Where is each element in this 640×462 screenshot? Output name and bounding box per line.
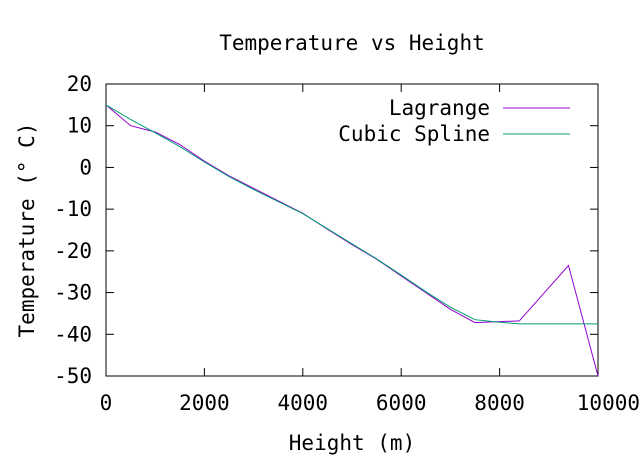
x-tick-label: 6000 (376, 391, 427, 415)
y-tick-label: -30 (54, 281, 92, 305)
y-tick-label: 10 (67, 114, 92, 138)
y-tick-label: -40 (54, 322, 92, 346)
plot-frame (105, 83, 599, 377)
x-tick-label: 2000 (179, 391, 230, 415)
x-axis: 0 2000 4000 6000 8000 10000 (100, 84, 640, 415)
y-tick-label: -20 (54, 239, 92, 263)
y-tick-label: -10 (54, 197, 92, 221)
y-axis-label: Temperature (° C) (15, 123, 39, 338)
y-tick-label: -50 (54, 364, 92, 388)
legend-label: Cubic Spline (338, 122, 490, 146)
y-axis: 20 10 0 -10 -20 -30 -40 -50 (54, 72, 598, 388)
x-tick-label: 0 (100, 391, 113, 415)
x-axis-label: Height (m) (289, 431, 415, 455)
x-tick-label: 4000 (278, 391, 329, 415)
series-line-cubic-spline (105, 104, 598, 325)
legend-label: Lagrange (389, 96, 490, 120)
y-tick-label: 0 (79, 155, 92, 179)
x-tick-label: 8000 (474, 391, 525, 415)
chart-title: Temperature vs Height (219, 31, 485, 55)
series-layer (105, 104, 599, 377)
y-tick-label: 20 (67, 72, 92, 96)
x-tick-label: 10000 (577, 391, 640, 415)
